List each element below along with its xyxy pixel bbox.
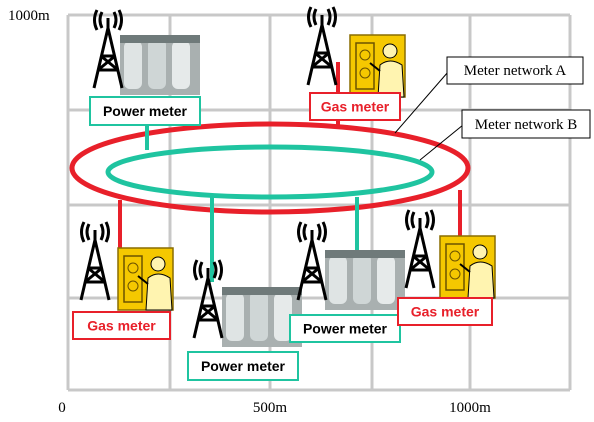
network-label: Meter network A — [464, 63, 567, 79]
axis-label: 1000m — [8, 8, 50, 24]
meter-label: Gas meter — [321, 99, 390, 115]
meter-label: Power meter — [103, 103, 188, 119]
meter-label: Power meter — [201, 358, 286, 374]
network-label: Meter network B — [475, 117, 577, 133]
icons — [81, 7, 495, 347]
axis-label: 1000m — [449, 400, 491, 416]
axis-label: 0 — [58, 400, 66, 416]
meter-label: Gas meter — [87, 318, 156, 334]
meter-label: Gas meter — [411, 304, 480, 320]
axis-label: 500m — [253, 400, 288, 416]
diagram: 1000m 0 500m 1000m Meter network A Meter… — [0, 0, 594, 422]
meter-label: Power meter — [303, 321, 388, 337]
